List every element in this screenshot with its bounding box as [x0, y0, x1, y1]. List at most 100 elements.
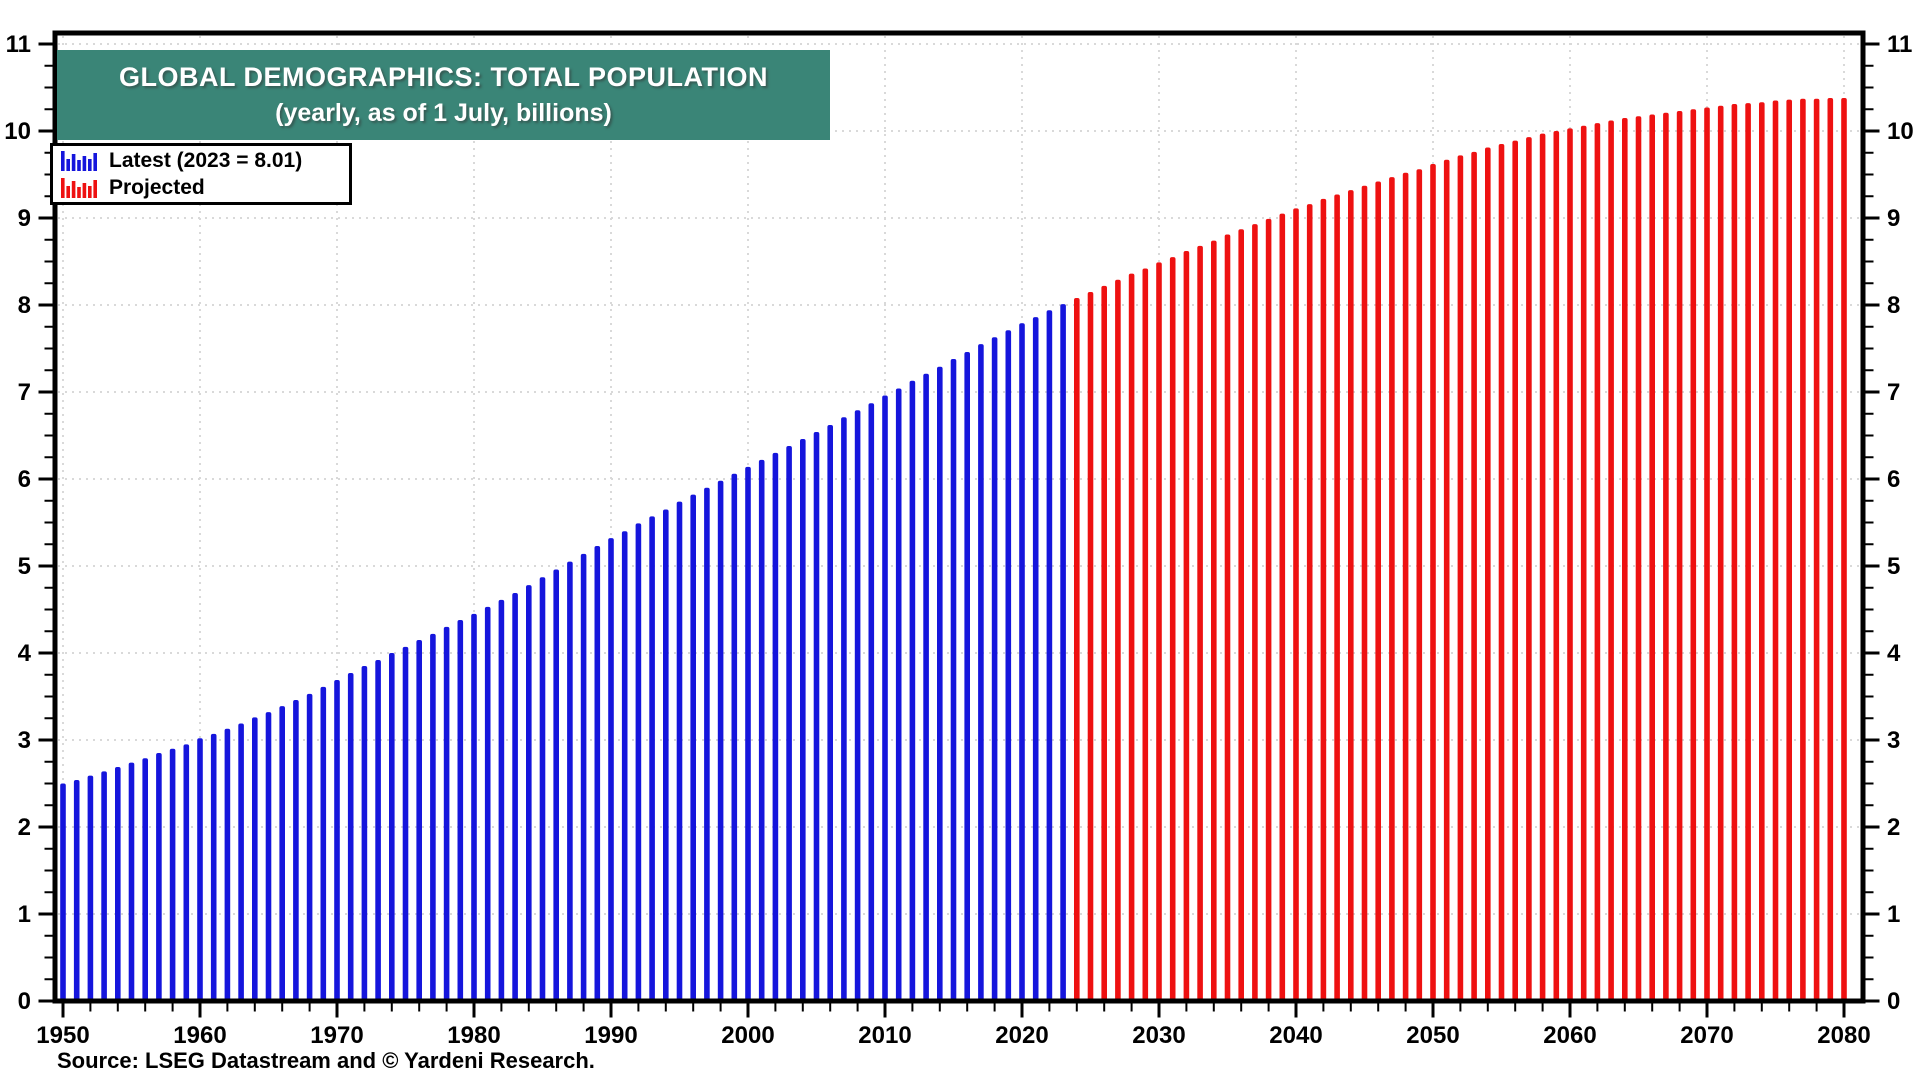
bar: [1169, 257, 1176, 1001]
y-axis-label-left: 5: [18, 553, 31, 580]
bar: [567, 561, 573, 1001]
bar: [73, 780, 80, 1001]
y-axis-label-right: 7: [1887, 379, 1900, 406]
bar: [635, 523, 642, 1001]
bar: [1772, 100, 1779, 1002]
bar: [1539, 133, 1546, 1002]
bar: [1265, 218, 1272, 1001]
bar: [608, 538, 614, 1001]
y-axis-label-left: 8: [18, 292, 31, 319]
bar: [128, 762, 135, 1001]
bar: [882, 395, 888, 1002]
y-axis-label-left: 6: [18, 466, 31, 493]
bar: [101, 771, 107, 1001]
bar: [60, 783, 66, 1001]
legend-bars-icon-projected: [61, 177, 97, 198]
bar: [841, 417, 847, 1002]
bar: [347, 673, 354, 1001]
bar: [1690, 109, 1697, 1001]
y-axis-label-left: 3: [18, 727, 31, 754]
source-attribution: Source: LSEG Datastream and © Yardeni Re…: [57, 1048, 595, 1073]
bar: [1717, 105, 1724, 1001]
bar: [1594, 123, 1601, 1002]
bar: [1361, 185, 1368, 1001]
bar: [224, 728, 231, 1001]
bar: [1005, 330, 1012, 1002]
bar: [1443, 159, 1450, 1001]
bar: [813, 432, 820, 1001]
bar: [306, 693, 313, 1001]
bar: [1663, 112, 1669, 1002]
y-axis-label-right: 1: [1887, 901, 1900, 928]
bar: [361, 666, 368, 1001]
bar: [1635, 116, 1642, 1001]
bar: [1512, 140, 1518, 1001]
bar: [621, 531, 628, 1001]
bar: [1553, 131, 1560, 1001]
bar: [827, 425, 833, 1001]
bar: [1622, 117, 1628, 1001]
bar: [457, 619, 464, 1001]
bar: [868, 403, 875, 1001]
legend-item-projected: Projected: [61, 175, 341, 200]
bar: [1676, 110, 1683, 1002]
bar: [1800, 98, 1806, 1001]
bar: [1608, 120, 1614, 1001]
bar: [772, 452, 779, 1001]
bar: [320, 686, 327, 1001]
bar: [526, 585, 532, 1001]
bar: [1786, 99, 1792, 1002]
legend-label-latest: Latest (2023 = 8.01): [109, 148, 303, 172]
bar: [663, 509, 669, 1001]
bar: [252, 717, 258, 1001]
bar: [717, 480, 724, 1001]
x-axis-label: 2030: [1132, 1022, 1185, 1049]
bar: [389, 653, 395, 1001]
legend-bars-icon-latest: [61, 150, 97, 171]
y-axis-label-left: 7: [18, 379, 31, 406]
bar: [1813, 98, 1820, 1001]
y-axis-label-right: 9: [1887, 205, 1900, 232]
bar: [238, 723, 244, 1001]
bar: [1416, 169, 1423, 1001]
bar: [978, 344, 984, 1001]
bar: [210, 733, 217, 1001]
bar: [498, 599, 505, 1001]
y-axis-label-right: 0: [1887, 988, 1900, 1015]
bar: [1252, 224, 1258, 1002]
y-axis-label-left: 11: [6, 31, 31, 58]
x-axis-label: 2020: [995, 1022, 1048, 1049]
y-axis-label-left: 9: [18, 205, 31, 232]
bar: [430, 633, 436, 1001]
bar: [1142, 268, 1149, 1002]
bar: [923, 373, 929, 1002]
bar: [1032, 317, 1039, 1001]
y-axis-label-right: 6: [1887, 466, 1900, 493]
bar: [1238, 229, 1244, 1001]
bar: [1115, 279, 1121, 1001]
chart-title: GLOBAL DEMOGRAPHICS: TOTAL POPULATION: [118, 62, 768, 92]
bar: [1471, 151, 1477, 1001]
y-axis-label-right: 3: [1887, 727, 1900, 754]
y-axis-label-left: 0: [18, 988, 31, 1015]
bar: [1224, 234, 1231, 1001]
bar: [1156, 262, 1162, 1001]
bar: [169, 748, 176, 1001]
bar: [279, 706, 285, 1001]
y-axis-label-left: 10: [4, 118, 31, 145]
bar: [690, 494, 696, 1001]
y-axis-label-right: 5: [1887, 553, 1900, 580]
legend-item-latest: Latest (2023 = 8.01): [61, 148, 341, 173]
bar: [443, 626, 450, 1001]
bar: [293, 699, 299, 1001]
bar: [539, 577, 546, 1001]
bar: [1649, 114, 1655, 1002]
bar: [649, 516, 655, 1001]
bar: [1430, 164, 1436, 1001]
bar: [1348, 190, 1354, 1001]
bar: [1827, 97, 1834, 1001]
bar: [1731, 104, 1738, 1001]
bar: [265, 712, 272, 1001]
bar: [183, 744, 190, 1001]
